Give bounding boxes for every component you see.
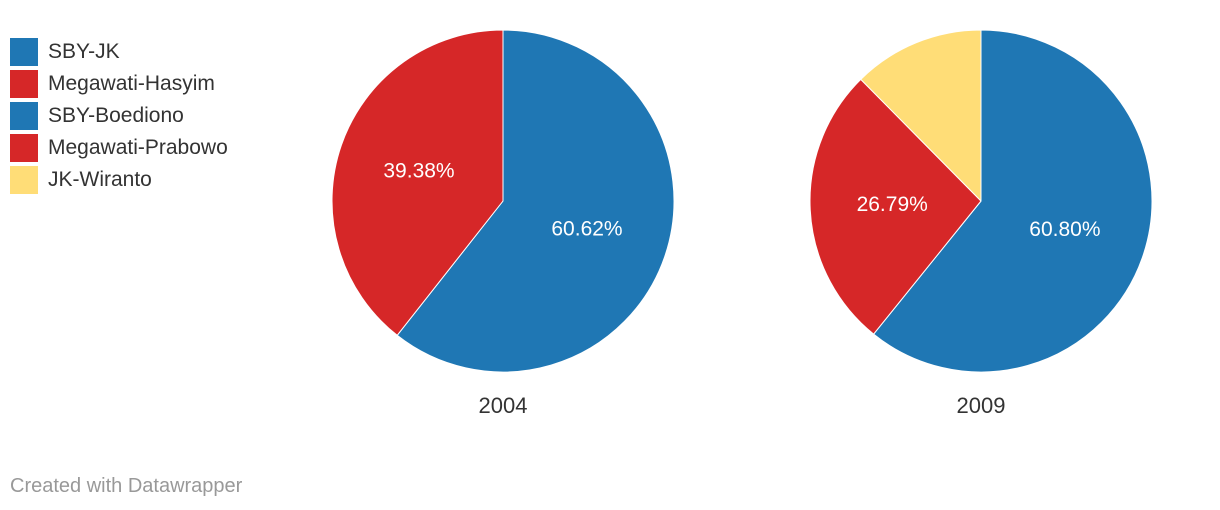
pie-title: 2009 <box>957 393 1006 418</box>
pie-title: 2004 <box>479 393 528 418</box>
legend-label: SBY-JK <box>48 40 120 63</box>
pie-slice-megawati-prabowo <box>809 78 982 335</box>
pie-slice-jk-wiranto <box>860 29 982 202</box>
legend-item-sby-jk: SBY-JK <box>10 36 228 68</box>
datawrapper-credit: Created with Datawrapper <box>10 475 243 497</box>
legend: SBY-JK Megawati-Hasyim SBY-Boediono Mega… <box>10 36 228 196</box>
pie-slice-megawati-hasyim <box>331 29 504 336</box>
legend-label: Megawati-Prabowo <box>48 136 228 159</box>
legend-swatch <box>10 166 38 194</box>
legend-item-jk-wiranto: JK-Wiranto <box>10 164 228 196</box>
legend-item-sby-boediono: SBY-Boediono <box>10 100 228 132</box>
pie-charts: 60.62% 39.38% 2004 60.80% 26.79% 2009 <box>331 29 1153 418</box>
pie-slice-sby-jk <box>396 29 675 373</box>
legend-item-megawati-prabowo: Megawati-Prabowo <box>10 132 228 164</box>
slice-value-label: 39.38% <box>383 159 454 182</box>
slice-value-label: 60.80% <box>1029 218 1100 241</box>
pie-chart-2004: 60.62% 39.38% 2004 <box>331 29 675 418</box>
legend-swatch <box>10 70 38 98</box>
legend-label: Megawati-Hasyim <box>48 72 215 95</box>
legend-swatch <box>10 102 38 130</box>
legend-swatch <box>10 38 38 66</box>
slice-value-label: 60.62% <box>551 218 622 241</box>
pie-slice-sby-boediono <box>873 29 1153 373</box>
legend-item-megawati-hasyim: Megawati-Hasyim <box>10 68 228 100</box>
slice-value-label: 26.79% <box>857 193 928 216</box>
legend-label: JK-Wiranto <box>48 168 152 191</box>
legend-label: SBY-Boediono <box>48 104 184 127</box>
legend-swatch <box>10 134 38 162</box>
pie-chart-2009: 60.80% 26.79% 2009 <box>809 29 1153 418</box>
